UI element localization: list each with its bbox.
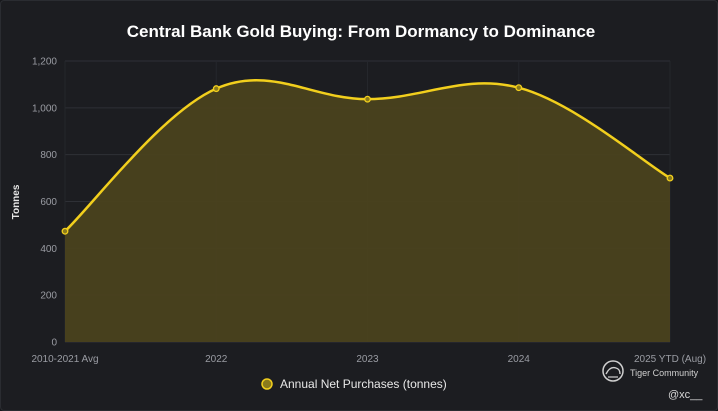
x-tick-label: 2023 [356, 354, 379, 365]
watermark-brand: Tiger Community [630, 368, 699, 378]
data-point[interactable] [212, 85, 220, 93]
x-axis-ticks: 2010-2021 Avg 2022 2023 2024 2025 YTD (Aug) [31, 354, 706, 365]
y-tick-label: 200 [40, 291, 57, 302]
legend-label: Annual Net Purchases (tonnes) [280, 377, 447, 391]
y-tick-label: 1,000 [32, 103, 57, 114]
y-tick-label: 400 [40, 244, 57, 255]
data-point[interactable] [666, 174, 674, 182]
legend-marker [261, 378, 273, 390]
x-tick-label: 2025 YTD (Aug) [634, 354, 706, 365]
y-axis-label: Tonnes [11, 184, 22, 219]
y-axis-ticks: 0 200 400 600 800 1,000 1,200 [32, 57, 57, 349]
data-points [61, 84, 674, 235]
data-point[interactable] [515, 84, 523, 92]
x-tick-label: 2024 [508, 354, 531, 365]
x-tick-label: 2022 [205, 354, 228, 365]
chart-title: Central Bank Gold Buying: From Dormancy … [127, 22, 596, 41]
tiger-logo-icon [602, 360, 624, 382]
x-tick-label: 2010-2021 Avg [31, 354, 98, 365]
watermark-handle: @xc__ [668, 389, 703, 401]
legend[interactable]: Annual Net Purchases (tonnes) [261, 377, 447, 391]
y-tick-label: 800 [40, 150, 57, 161]
data-point[interactable] [61, 227, 69, 235]
watermark: Tiger Community @xc__ [602, 360, 703, 401]
area-fill [65, 80, 670, 342]
y-tick-label: 1,200 [32, 57, 57, 68]
y-tick-label: 600 [40, 197, 57, 208]
y-tick-label: 0 [51, 338, 57, 349]
data-point[interactable] [364, 95, 371, 103]
